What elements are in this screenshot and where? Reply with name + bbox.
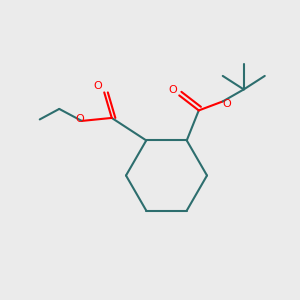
Text: O: O — [222, 99, 231, 109]
Text: O: O — [93, 81, 102, 92]
Text: O: O — [75, 114, 84, 124]
Text: O: O — [168, 85, 177, 95]
